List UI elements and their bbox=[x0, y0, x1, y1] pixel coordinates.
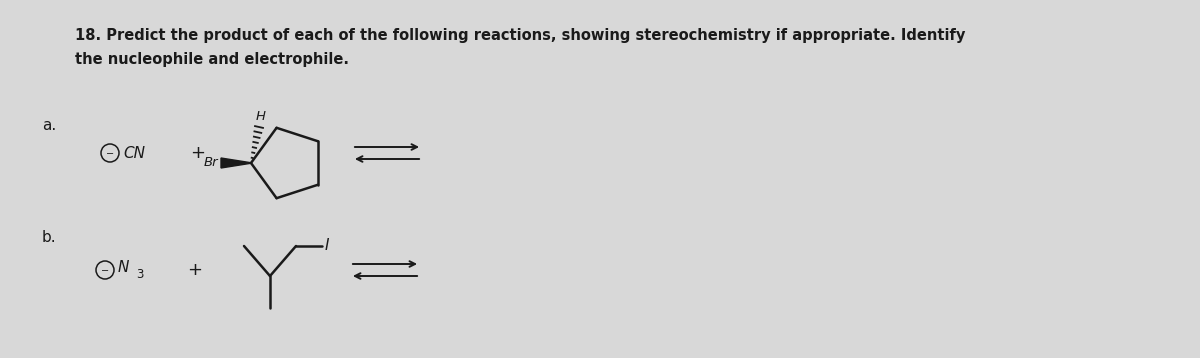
Text: 18. Predict the product of each of the following reactions, showing stereochemis: 18. Predict the product of each of the f… bbox=[74, 28, 965, 43]
Text: −: − bbox=[106, 149, 114, 159]
Text: the nucleophile and electrophile.: the nucleophile and electrophile. bbox=[74, 52, 349, 67]
Text: CN: CN bbox=[124, 145, 145, 160]
Text: Br: Br bbox=[203, 156, 218, 169]
Text: a.: a. bbox=[42, 118, 56, 133]
Text: 3: 3 bbox=[136, 267, 143, 281]
Text: I: I bbox=[325, 238, 330, 253]
Text: −: − bbox=[101, 266, 109, 276]
Text: +: + bbox=[191, 144, 205, 162]
Text: +: + bbox=[187, 261, 203, 279]
Text: b.: b. bbox=[42, 230, 56, 245]
Polygon shape bbox=[221, 158, 251, 168]
Text: N: N bbox=[118, 261, 130, 276]
Text: H: H bbox=[256, 110, 266, 123]
